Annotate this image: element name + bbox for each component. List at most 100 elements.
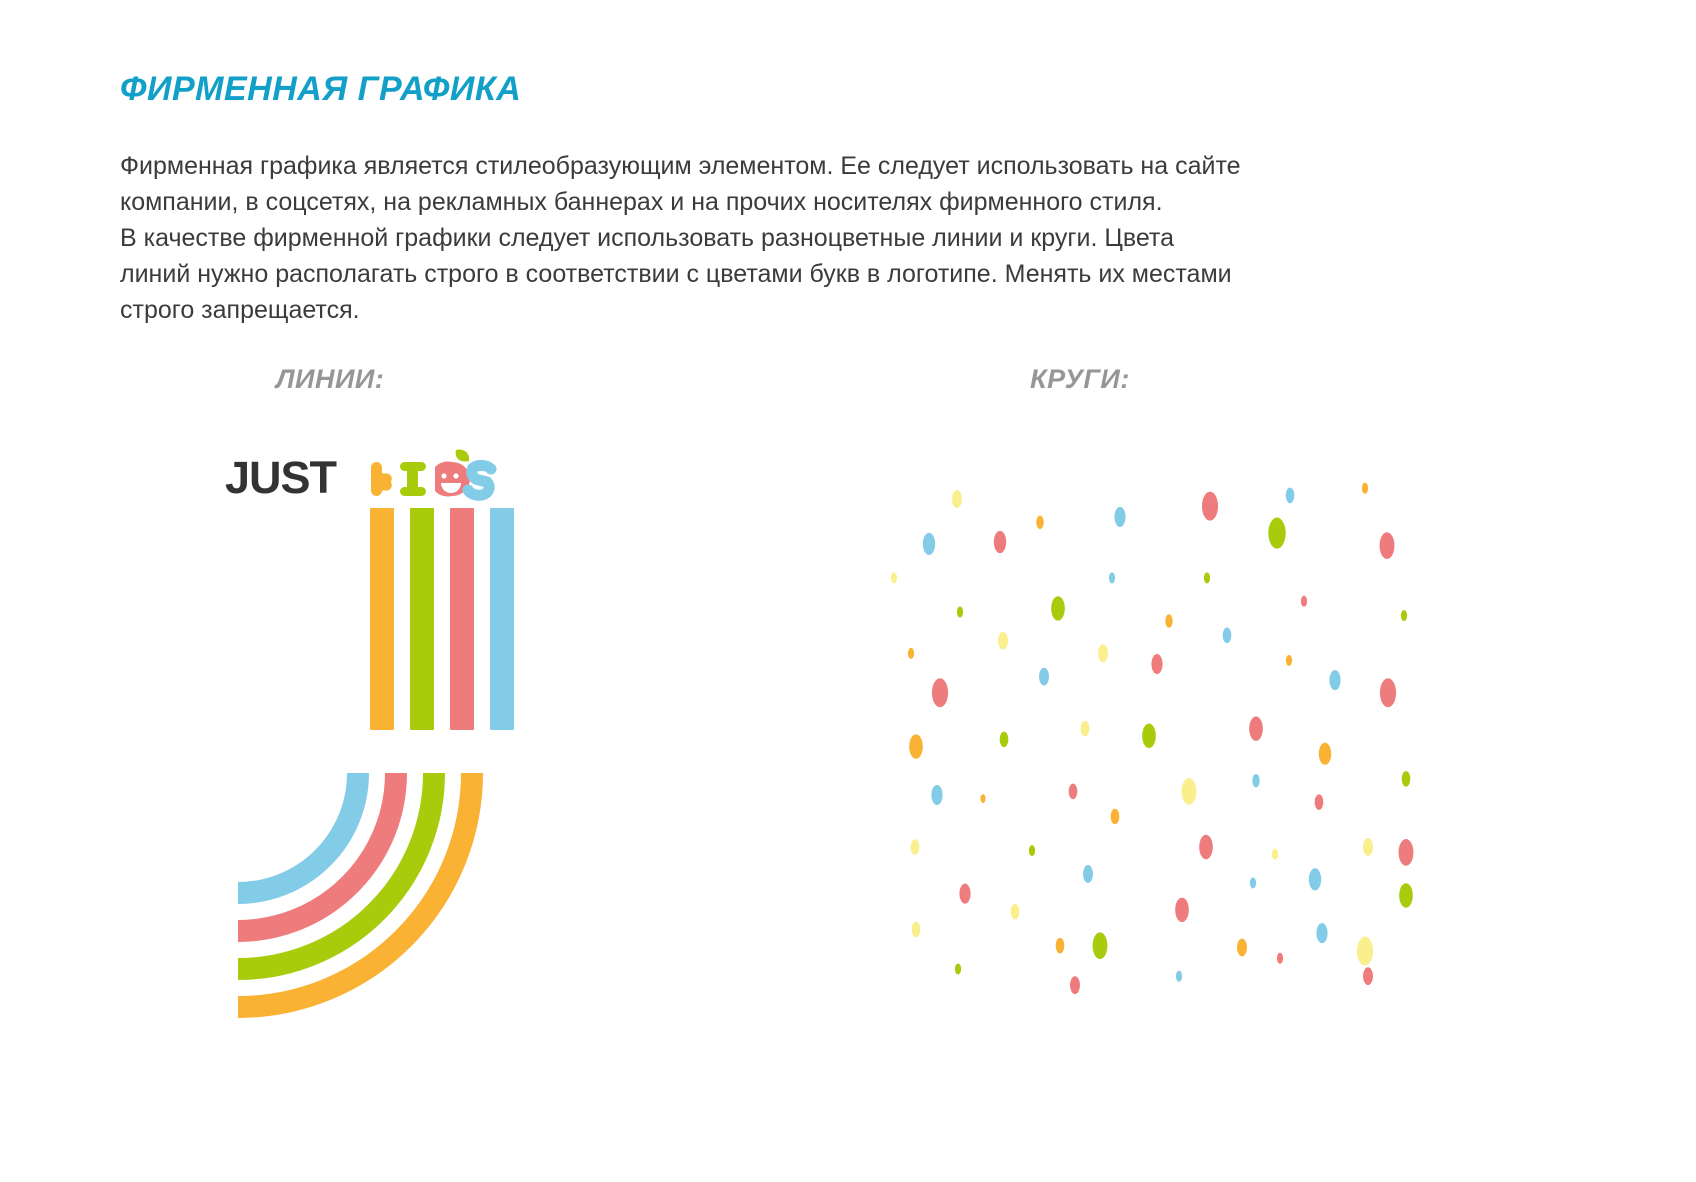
brand-circle [1363,967,1373,986]
intro-line-2: компании, в соцсетях, на рекламных банне… [120,188,1163,216]
brand-circle [1028,845,1036,857]
brand-circle [1314,794,1324,810]
brand-circle [1398,839,1414,866]
brand-arc-coral [237,772,407,942]
intro-line-1: Фирменная графика является стилеобразующ… [120,152,1241,180]
brand-bar-coral [450,508,474,730]
brand-circle [909,734,923,759]
brand-arc-orange [237,772,483,1018]
brand-circle [1249,716,1263,741]
brand-circle [907,647,915,659]
page-title: ФИРМЕННАЯ ГРАФИКА [120,70,522,108]
brand-circle [1036,515,1044,529]
brand-circle [890,572,898,584]
brand-circle [1401,771,1411,787]
brand-circle [1300,595,1308,607]
section-label-lines: ЛИНИИ: [276,364,385,394]
logo-apple-leaf [455,449,470,462]
brand-circle [1165,614,1173,628]
logo-letter-i [400,462,426,496]
logo-letter-d [435,461,470,497]
brand-circle [999,731,1009,748]
brand-circle [1110,808,1120,825]
brand-circle [1051,596,1065,621]
brand-circle [931,784,943,806]
brand-arc-green [237,772,445,980]
brand-circle [1068,783,1078,800]
brand-circle [1175,897,1189,923]
brand-bars-group [370,508,515,730]
brand-circle [1379,532,1395,559]
brand-circle [910,839,920,855]
intro-line-3: В качестве фирменной графики следует исп… [120,224,1174,252]
brand-circle [1175,970,1183,982]
brand-circle [922,532,936,555]
brand-circle [1083,865,1093,883]
logo-text-kids [371,449,497,501]
brand-circle [1222,627,1232,644]
logo-eye-left [441,473,447,479]
section-label-circles: КРУГИ: [1030,364,1130,394]
brand-logo: JUST [225,448,525,504]
brand-circle [1114,506,1126,527]
brand-circle [1055,937,1065,954]
brand-bar-blue [490,508,514,730]
brand-circle [1010,903,1020,920]
brand-circle [1318,742,1332,765]
brand-circle [1268,517,1286,549]
brand-circle [952,490,962,508]
brand-circle [998,631,1008,650]
logo-eye-right [453,473,459,479]
brand-circle [1252,773,1260,788]
brand-circle [954,963,962,975]
brand-circle [1151,654,1163,675]
brand-circle [1098,644,1108,663]
brand-circle [1108,572,1116,584]
brand-arcs-svg [237,772,483,1018]
brand-circle [1329,670,1341,691]
brand-circle [1092,932,1108,960]
brand-circle [956,606,964,618]
brand-circle [1308,868,1322,891]
brand-circle [1070,976,1080,995]
brand-circle [1316,923,1328,944]
logo-letter-k [371,462,392,496]
logo-text-just: JUST [225,452,338,503]
svg-text:JUST: JUST [225,452,337,503]
brand-circle [959,883,971,904]
brand-arc-blue [237,772,369,904]
brand-circle [1271,848,1279,860]
intro-line-5: строго запрещается. [120,296,360,324]
brand-circle [911,921,921,938]
brand-circle [1399,883,1413,908]
brand-circle [1199,834,1213,860]
lines-showcase: JUST [215,440,535,1020]
circles-showcase [812,438,1422,1030]
brand-circle [1201,491,1219,521]
brand-circle [1249,877,1257,889]
brand-circle [1356,936,1374,966]
brand-circle [1285,487,1295,504]
intro-line-4: линий нужно располагать строго в соответ… [120,260,1232,288]
brand-circle [1039,667,1049,686]
logo-smile [441,483,461,493]
brand-circle [1142,723,1156,749]
brand-circle [1080,720,1090,737]
brand-circle [1400,610,1408,622]
logo-svg: JUST [225,449,497,503]
brand-circle [1379,678,1397,708]
brand-arcs-group [225,760,525,1020]
brand-circle [1203,572,1211,584]
brand-circle [1285,654,1293,667]
brand-circle [1181,778,1197,805]
brand-bar-green [410,508,434,730]
brand-circle [1276,952,1284,964]
brand-circle [1361,482,1369,494]
brand-circle [993,530,1007,554]
logo-letter-s [462,459,497,501]
brand-circle [980,794,986,804]
brand-circle [1363,838,1373,856]
brand-circles-svg [890,482,1414,995]
intro-paragraph: Фирменная графика является стилеобразующ… [120,148,1520,328]
